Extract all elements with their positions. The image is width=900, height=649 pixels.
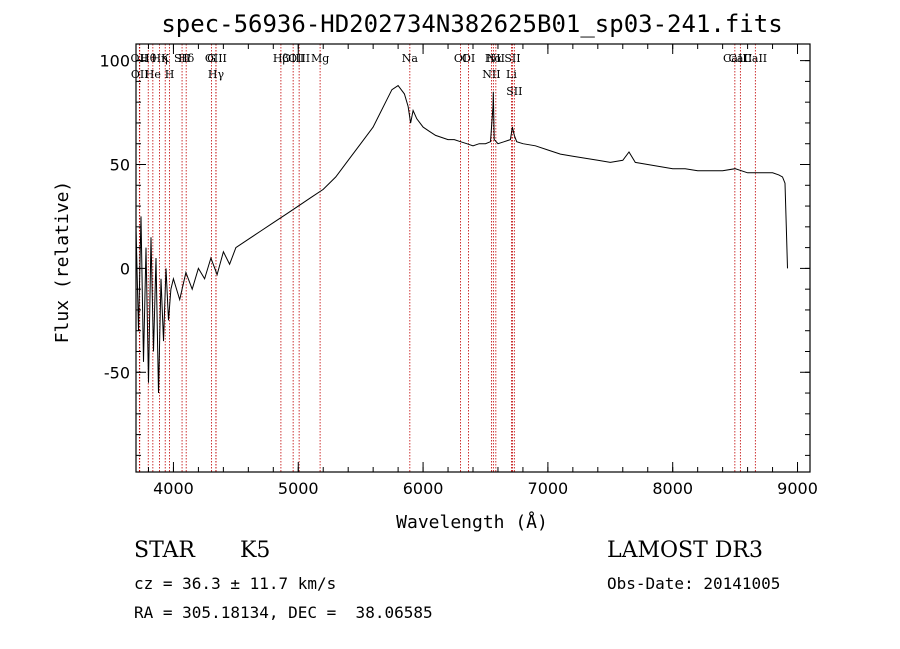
line-marker-label: SII xyxy=(174,52,190,65)
line-marker-label: Mg xyxy=(311,52,329,65)
line-marker-label: He xyxy=(145,68,161,81)
line-marker-label: CaII xyxy=(723,52,747,65)
line-markers xyxy=(138,44,756,472)
line-marker-label: G xyxy=(207,52,216,65)
x-tick-label: 6000 xyxy=(403,479,444,498)
line-marker-label: Li xyxy=(506,68,517,81)
line-marker-label: OII xyxy=(131,52,149,65)
line-marker-label: OIII xyxy=(282,52,304,65)
line-marker-label: Hα xyxy=(485,52,503,65)
line-marker-label: OI xyxy=(454,52,467,65)
y-tick-label: 0 xyxy=(120,259,130,278)
line-marker-label: Hγ xyxy=(208,68,225,81)
line-marker-label: CaII xyxy=(729,52,753,65)
line-marker-label: Hβ xyxy=(273,52,289,65)
line-marker-label: CaII xyxy=(743,52,767,65)
line-marker-label: OII xyxy=(131,68,149,81)
line-marker-label: Hη xyxy=(151,52,167,65)
line-marker-label: H xyxy=(165,68,175,81)
x-tick-label: 8000 xyxy=(652,479,693,498)
line-marker-label: Hθ xyxy=(140,52,157,65)
line-marker-label: NII xyxy=(482,68,500,81)
observation-date: Obs-Date: 20141005 xyxy=(607,574,781,593)
line-marker-label: Na xyxy=(402,52,419,65)
chart-title: spec-56936-HD202734N382625B01_sp03-241.f… xyxy=(161,10,782,38)
x-tick-label: 5000 xyxy=(278,479,319,498)
x-axis-ticks: 4000 5000 6000 7000 8000 9000 xyxy=(147,44,818,498)
line-marker-label: K xyxy=(161,52,170,65)
line-marker-label: NII xyxy=(487,52,505,65)
x-axis-label: Wavelength (Å) xyxy=(396,511,548,533)
y-axis-ticks: -50 0 50 100 xyxy=(99,52,810,456)
object-class: STAR xyxy=(134,538,195,563)
x-tick-label: 7000 xyxy=(528,479,569,498)
coordinates: RA = 305.18134, DEC = 38.06585 xyxy=(134,603,433,622)
line-marker-label: OI xyxy=(462,52,475,65)
line-marker-label: SII xyxy=(506,85,522,98)
plot-frame xyxy=(135,43,811,473)
line-marker-label: SII xyxy=(504,52,520,65)
x-tick-label: 4000 xyxy=(153,479,194,498)
line-marker-label: OIII xyxy=(288,52,310,65)
line-marker-label: Hδ xyxy=(178,52,195,65)
object-subclass: K5 xyxy=(240,538,271,563)
y-tick-label: 100 xyxy=(99,52,130,71)
y-tick-label: -50 xyxy=(104,363,130,382)
y-tick-label: 50 xyxy=(110,156,130,175)
spectrum-line xyxy=(135,84,788,394)
y-axis-label: Flux (relative) xyxy=(52,181,73,344)
survey-name: LAMOST DR3 xyxy=(607,538,763,563)
line-marker-label: OIII xyxy=(205,52,227,65)
x-tick-label: 9000 xyxy=(777,479,818,498)
redshift-cz: cz = 36.3 ± 11.7 km/s xyxy=(134,574,337,593)
